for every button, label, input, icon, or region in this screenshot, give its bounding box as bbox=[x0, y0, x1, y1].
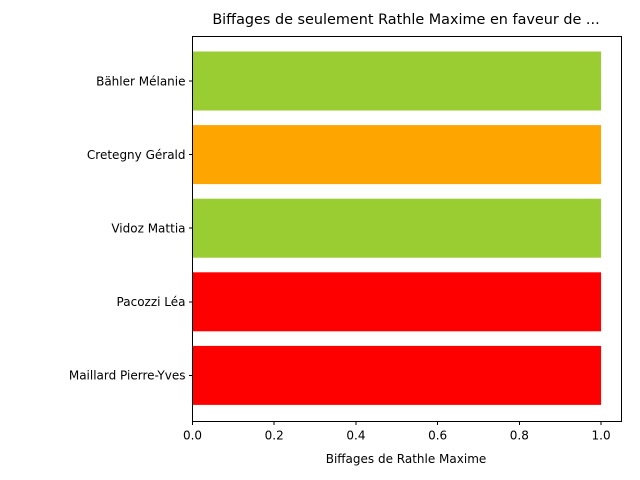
x-axis-label: Biffages de Rathle Maxime bbox=[326, 452, 487, 466]
bar bbox=[192, 125, 602, 185]
y-tick-label: Bähler Mélanie bbox=[96, 74, 185, 88]
y-tick-label: Pacozzi Léa bbox=[117, 295, 186, 309]
y-tick-label: Cretegny Gérald bbox=[87, 148, 186, 162]
y-tick-label: Vidoz Mattia bbox=[111, 222, 185, 236]
plot-frame bbox=[192, 36, 622, 422]
y-tick-label: Maillard Pierre-Yves bbox=[69, 369, 186, 383]
chart-title: Biffages de seulement Rathle Maxime en f… bbox=[212, 12, 599, 28]
y-axis-ticks: Bähler Mélanie Cretegny Gérald Vidoz Matti… bbox=[69, 74, 193, 383]
bar bbox=[192, 51, 602, 111]
bar bbox=[192, 272, 602, 332]
x-tick-label: 0.6 bbox=[428, 429, 447, 443]
x-tick-label: 0.2 bbox=[265, 429, 284, 443]
x-tick-label: 0.4 bbox=[346, 429, 365, 443]
x-tick-label: 0.0 bbox=[183, 429, 202, 443]
bars-group bbox=[192, 51, 602, 405]
x-tick-label: 0.8 bbox=[510, 429, 529, 443]
bar bbox=[192, 198, 602, 258]
x-axis-ticks: 0.0 0.2 0.4 0.6 0.8 1.0 bbox=[183, 421, 611, 443]
bar bbox=[192, 345, 602, 405]
x-tick-label: 1.0 bbox=[592, 429, 611, 443]
